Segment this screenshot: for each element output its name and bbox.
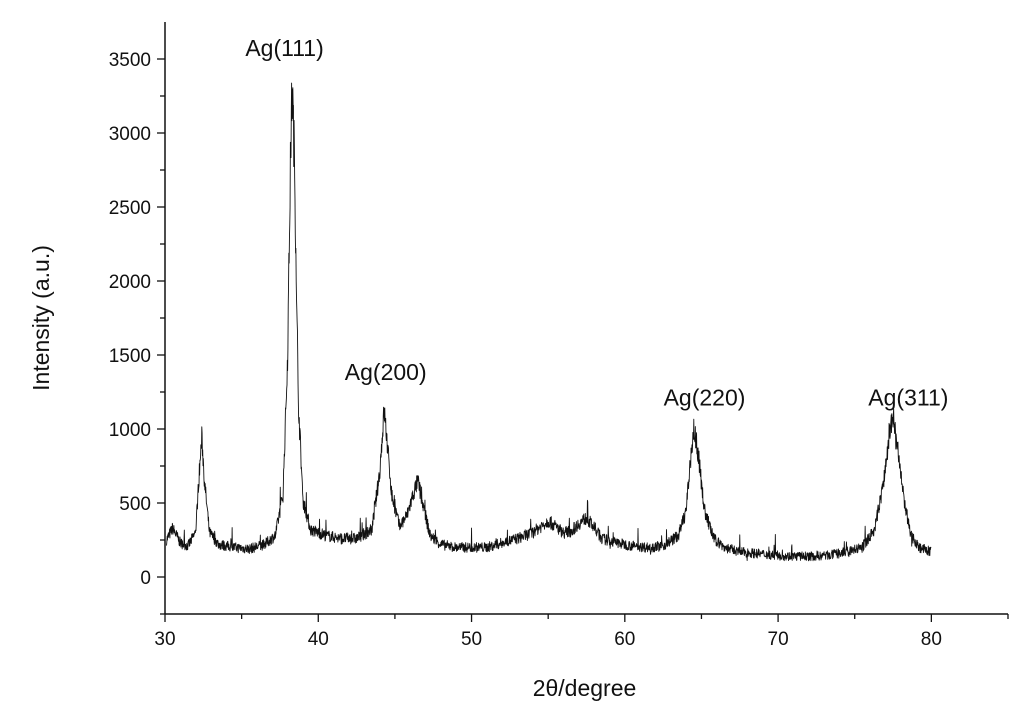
peak-label: Ag(111) [245,35,323,61]
label-layer: Ag(111) Ag(200) Ag(220) Ag(311) [245,35,948,410]
x-tick-label: 50 [461,629,482,650]
x-tick-label: 40 [308,629,329,650]
x-tick-label: 60 [614,629,635,650]
x-tick-label: 80 [921,629,942,650]
y-tick-label: 0 [140,568,151,589]
curve-layer [166,82,932,562]
peak-label: Ag(311) [868,384,948,410]
xrd-curve [166,82,932,562]
y-tick-label: 3000 [109,124,151,145]
axes-layer: 30 40 50 60 70 80 0 500 1000 1500 2000 2500 3000 3500… [28,22,1009,701]
y-axis-title: Intensity (a.u.) [28,245,54,391]
y-tick-label: 2000 [109,272,151,293]
x-tick-label: 30 [154,629,175,650]
y-tick-label: 1500 [109,346,151,367]
peak-label: Ag(200) [345,359,427,385]
x-tick-label: 70 [768,629,789,650]
x-axis-title: 2θ/degree [533,675,637,701]
y-tick-label: 1000 [109,420,151,441]
y-tick-label: 500 [119,494,151,515]
peak-label: Ag(220) [664,384,746,410]
y-tick-label: 2500 [109,198,151,219]
y-tick-label: 3500 [109,50,151,71]
